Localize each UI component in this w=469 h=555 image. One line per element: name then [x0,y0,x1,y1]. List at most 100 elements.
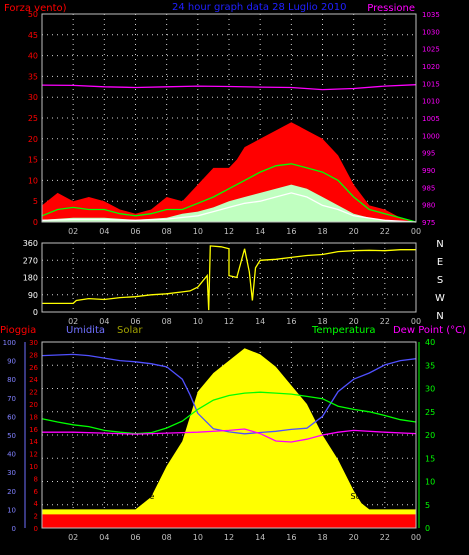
p3-rain-tick: 80 [7,376,16,384]
p3-humidity-tick: 0 [34,525,38,533]
p1-right-tick: 975 [422,219,435,227]
p3-rain-tick: 20 [7,488,16,496]
p2-compass-label: S [437,275,443,286]
p3-x-tick: 06 [130,533,140,542]
p2-x-tick: 00 [411,317,421,326]
p3-temp-tick: 5 [425,501,430,510]
p1-left-tick: 40 [28,52,38,61]
p1-right-tick: 990 [422,167,435,175]
p3-x-tick: 18 [317,533,327,542]
p3-humidity-tick: 6 [34,488,39,496]
wind-force-label: Forza vento) [4,3,67,14]
p1-left-tick: 35 [28,72,38,81]
p3-temp-tick: 40 [425,338,435,347]
p3-x-tick: 10 [193,533,203,542]
p1-x-tick: 02 [68,227,78,236]
p3-rain-tick: 70 [7,395,16,403]
p2-compass-label: N [436,311,443,322]
p3-humidity-tick: 14 [29,438,38,446]
p3-series-magenta-line [42,428,417,443]
p2-x-tick: 22 [380,317,390,326]
p1-left-tick: 50 [28,10,38,19]
chart-title: 24 hour graph data 28 Luglio 2010 [172,2,346,13]
p1-right-tick: 1020 [422,63,440,71]
sunset-label: Sun Set [351,492,382,501]
p1-frame [41,13,417,223]
humidity-label: Umidita [66,325,105,336]
p3-temp-tick: 0 [425,524,430,533]
p1-left-tick: 25 [28,114,38,123]
p2-x-tick: 02 [68,317,78,326]
solar-label: Solar [117,325,143,336]
p3-x-tick: 02 [68,533,78,542]
p1-right-tick: 1025 [422,46,440,54]
p3-x-tick: 08 [162,533,172,542]
p3-x-tick: 12 [224,533,234,542]
p3-rain-tick: 100 [3,339,16,347]
p3-x-tick: 22 [380,533,390,542]
wind-pressure-panel: 0510152025303540455097598098599099510001… [28,10,440,236]
p2-x-tick: 06 [130,317,140,326]
p3-humidity-tick: 20 [29,401,38,409]
p2-x-tick: 12 [224,317,234,326]
p3-rain-tick: 10 [7,506,16,514]
p2-frame [41,242,417,313]
p1-right-tick: 985 [422,184,435,192]
p2-compass-label: W [435,293,445,304]
p1-left-tick: 15 [28,156,38,165]
p3-rain-tick: 40 [7,451,16,459]
p1-right-tick: 1030 [422,28,440,36]
p1-left-tick: 10 [28,176,38,185]
p1-x-tick: 08 [162,227,172,236]
p3-humidity-tick: 28 [29,351,38,359]
p2-compass-label: N [436,239,443,250]
dewpoint-label: Dew Point (°C) [393,325,466,336]
p1-series-white-line [41,192,417,223]
p3-humidity-tick: 12 [29,451,38,459]
p1-x-tick: 14 [255,227,265,236]
p1-x-tick: 20 [349,227,359,236]
p3-humidity-tick: 2 [34,513,38,521]
p1-x-tick: 10 [193,227,203,236]
p2-left-tick: 360 [23,239,38,248]
p1-right-tick: 980 [422,202,435,210]
p3-humidity-tick: 30 [29,339,38,347]
p1-left-tick: 30 [28,93,38,102]
p1-x-tick: 06 [130,227,140,236]
p2-x-tick: 14 [255,317,265,326]
p3-rain-tick: 60 [7,413,16,421]
p3-humidity-tick: 10 [29,463,38,471]
p1-right-tick: 1005 [422,115,440,123]
p1-left-tick: 5 [33,197,38,206]
p3-temp-tick: 15 [425,454,435,463]
p3-rain-tick: 90 [7,358,16,366]
p3-x-tick: 14 [255,533,265,542]
p3-humidity-tick: 16 [29,426,38,434]
p3-rain-tick: 0 [12,525,16,533]
p2-x-tick: 04 [99,317,109,326]
p2-x-tick: 16 [286,317,296,326]
p3-rain-tick: 30 [7,469,16,477]
p3-temp-tick: 20 [425,431,435,440]
p1-left-tick: 45 [28,31,38,40]
p2-left-tick: 180 [23,274,38,283]
p1-left-tick: 20 [28,135,38,144]
p3-x-tick: 00 [411,533,421,542]
p3-series-green-line [41,391,417,435]
p1-x-tick: 04 [99,227,109,236]
p2-x-tick: 10 [193,317,203,326]
p1-x-tick: 16 [286,227,296,236]
p1-series-green-line [41,163,417,223]
p2-series-yellow-line [42,245,416,311]
p3-humidity-tick: 18 [29,413,38,421]
p3-temp-tick: 10 [425,478,435,487]
p2-x-tick: 18 [317,317,327,326]
p1-right-tick: 1015 [422,80,440,88]
p3-frame [41,341,417,529]
p2-left-tick: 90 [28,291,38,300]
p1-x-tick: 18 [317,227,327,236]
temperature-label: Temperatura [311,325,376,336]
p3-series-yellow-area [42,348,416,528]
